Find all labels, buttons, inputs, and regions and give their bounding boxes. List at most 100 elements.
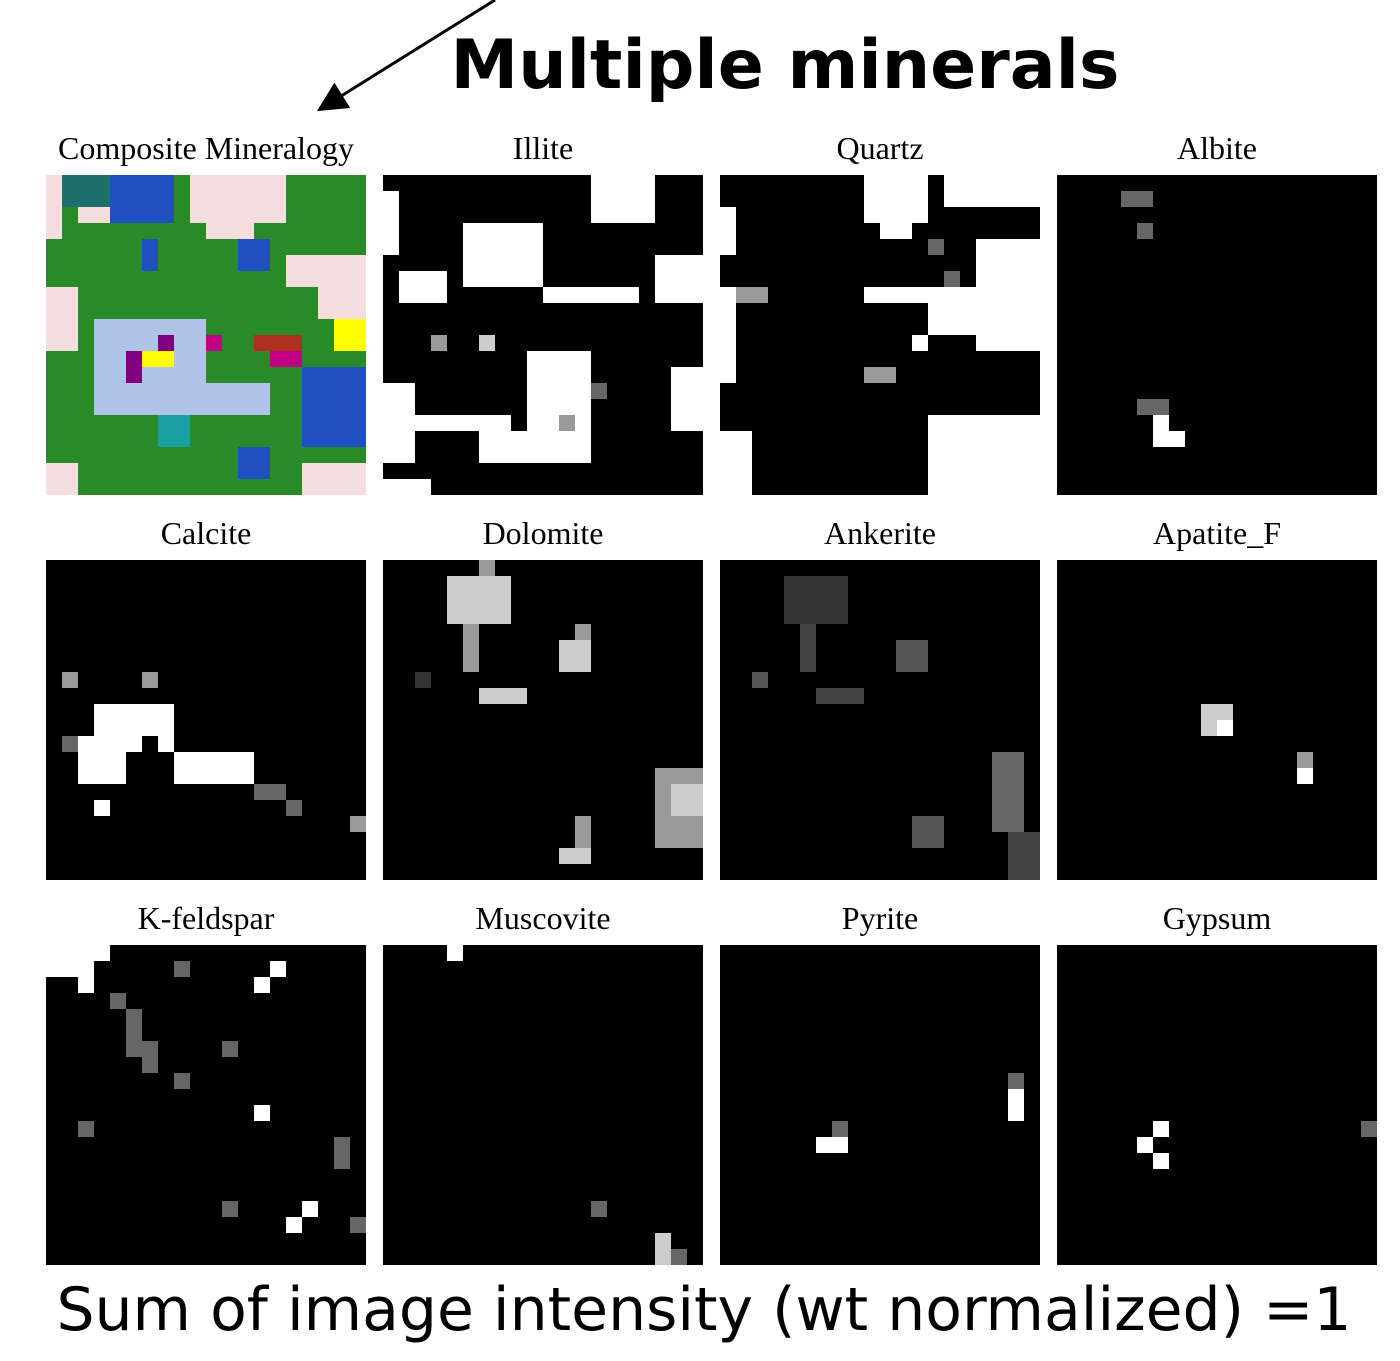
- map-pixel: [46, 463, 78, 495]
- map-pixel: [222, 1041, 238, 1057]
- map-pixel: [254, 784, 286, 800]
- map-pixel: [270, 961, 286, 977]
- map-pixel: [1137, 223, 1153, 239]
- panels: Composite MineralogyIlliteQuartzAlbiteCa…: [46, 130, 1377, 1265]
- map-pixel: [1008, 1073, 1024, 1089]
- map-pixel: [174, 961, 190, 977]
- figure: Multiple minerals Sum of image intensity…: [0, 0, 1400, 1361]
- map-pixel: [800, 624, 816, 672]
- map-pixel: [1008, 1089, 1024, 1121]
- map-pixel: [126, 1009, 142, 1057]
- map-pixel: [254, 977, 270, 993]
- map-pixel: [174, 752, 254, 784]
- map-pixel: [302, 463, 366, 495]
- map-pixel: [816, 1137, 848, 1153]
- map-pixel: [912, 816, 944, 848]
- map-pixel: [254, 1105, 270, 1121]
- map-pixel: [479, 335, 495, 351]
- map-pixel: [864, 367, 896, 383]
- map-pixel: [206, 335, 222, 351]
- mineral-map: [383, 560, 703, 880]
- map-pixel: [479, 431, 543, 463]
- panel-label: Illite: [513, 130, 573, 166]
- mineral-map: [46, 945, 366, 1265]
- panel-label: Ankerite: [824, 515, 936, 551]
- map-pixel: [142, 1041, 158, 1073]
- map-pixel: [816, 688, 864, 704]
- mineral-map: [1057, 945, 1377, 1265]
- map-pixel: [543, 287, 639, 303]
- map-pixel: [46, 287, 78, 351]
- map-pixel: [671, 367, 703, 431]
- map-pixel: [302, 367, 366, 447]
- map-pixel: [286, 800, 302, 816]
- mineral-map: [1057, 560, 1377, 880]
- map-pixel: [912, 335, 928, 351]
- map-pixel: [1008, 832, 1040, 880]
- map-background: [720, 945, 1040, 1265]
- map-pixel: [575, 624, 591, 640]
- map-pixel: [383, 191, 399, 255]
- map-pixel: [447, 576, 511, 624]
- map-pixel: [479, 560, 495, 576]
- map-pixel: [350, 816, 366, 832]
- map-pixel: [142, 351, 174, 367]
- map-pixel: [1361, 1121, 1377, 1137]
- panel-label: Pyrite: [842, 900, 918, 936]
- panel-label: Dolomite: [483, 515, 604, 551]
- mineral-map: [720, 560, 1040, 880]
- map-pixel: [415, 415, 511, 431]
- map-pixel: [62, 672, 78, 688]
- map-pixel: [1217, 720, 1233, 736]
- map-pixel: [992, 752, 1024, 832]
- map-pixel: [302, 1201, 318, 1217]
- map-pixel: [222, 1201, 238, 1217]
- map-pixel: [190, 175, 286, 223]
- map-background: [383, 945, 703, 1265]
- map-pixel: [238, 239, 270, 271]
- map-pixel: [447, 945, 463, 961]
- map-pixel: [655, 1233, 671, 1265]
- map-pixel: [463, 223, 543, 287]
- map-pixel: [591, 175, 655, 223]
- map-pixel: [142, 239, 158, 271]
- map-pixel: [1121, 191, 1153, 207]
- panel-label: Muscovite: [475, 900, 610, 936]
- mineral-map: [1057, 175, 1377, 495]
- map-pixel: [720, 287, 736, 383]
- map-pixel: [1137, 399, 1169, 415]
- map-pixel: [1169, 431, 1185, 447]
- map-pixel: [415, 672, 431, 688]
- map-pixel: [928, 303, 976, 335]
- map-pixel: [174, 1073, 190, 1089]
- map-pixel: [78, 961, 94, 993]
- mineral-map: [383, 175, 703, 495]
- panel-label: Albite: [1177, 130, 1257, 166]
- map-background: [1057, 175, 1377, 495]
- map-pixel: [126, 752, 174, 768]
- map-pixel: [158, 335, 174, 351]
- footer: Sum of image intensity (wt normalized) =…: [56, 1275, 1351, 1345]
- map-pixel: [880, 223, 912, 239]
- map-pixel: [944, 175, 1040, 207]
- map-pixel: [46, 175, 62, 239]
- map-pixel: [720, 431, 752, 495]
- map-pixel: [399, 271, 447, 303]
- map-pixel: [928, 239, 944, 255]
- map-pixel: [784, 576, 848, 624]
- map-pixel: [1153, 415, 1169, 447]
- panel-label: Apatite_F: [1153, 515, 1281, 551]
- map-pixel: [720, 207, 736, 255]
- title: Multiple minerals: [451, 26, 1120, 105]
- map-pixel: [383, 383, 415, 463]
- map-pixel: [671, 1249, 687, 1265]
- map-pixel: [752, 672, 768, 688]
- map-pixel: [78, 736, 126, 784]
- map-pixel: [1297, 752, 1313, 768]
- map-pixel: [864, 175, 928, 223]
- map-pixel: [126, 351, 142, 383]
- map-pixel: [238, 447, 270, 479]
- map-pixel: [286, 1217, 302, 1233]
- map-pixel: [976, 239, 1040, 351]
- map-pixel: [254, 335, 302, 351]
